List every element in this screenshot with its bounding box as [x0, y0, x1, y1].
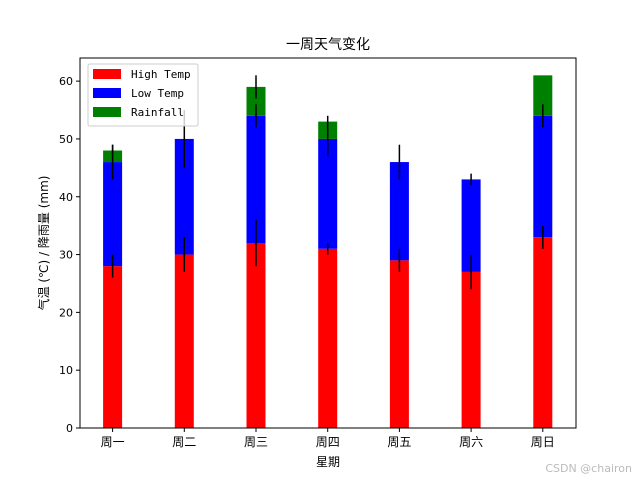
x-tick-label: 周一: [101, 435, 125, 449]
x-axis: 周一 周二 周三 周四 周五 周六 周日: [101, 428, 555, 449]
watermark: CSDN @chairon: [545, 462, 632, 475]
x-tick-label: 周日: [531, 435, 555, 449]
bars-layer: [103, 75, 553, 428]
bar-high-temp-4: [318, 248, 338, 428]
legend-label-low-temp: Low Temp: [131, 87, 184, 100]
bar-low-temp-6: [461, 179, 481, 272]
bar-high-temp-7: [533, 237, 553, 428]
x-tick-label: 周二: [172, 435, 196, 449]
bar-high-temp-2: [174, 254, 194, 428]
bar-low-temp-7: [533, 115, 553, 238]
y-axis-label: 气温 (℃) / 降雨量 (mm): [36, 176, 51, 311]
y-tick-label: 60: [59, 75, 73, 88]
x-tick-label: 周六: [459, 435, 483, 449]
y-tick-label: 30: [59, 249, 73, 262]
x-tick-label: 周四: [316, 435, 340, 449]
bar-high-temp-1: [103, 266, 123, 428]
legend-swatch-high-temp: [93, 69, 121, 79]
y-tick-label: 20: [59, 306, 73, 319]
x-tick-label: 周五: [387, 435, 411, 449]
bar-low-temp-5: [389, 162, 409, 261]
x-tick-label: 周三: [244, 435, 268, 449]
bar-high-temp-3: [246, 243, 266, 428]
bar-low-temp-1: [103, 162, 123, 267]
legend-label-high-temp: High Temp: [131, 68, 191, 81]
y-axis: 0 10 20 30 40 50 60: [59, 75, 80, 435]
chart-title: 一周天气变化: [286, 37, 370, 53]
y-tick-label: 40: [59, 191, 73, 204]
x-axis-label: 星期: [316, 455, 340, 469]
bar-rainfall-7: [533, 75, 553, 116]
legend-label-rainfall: Rainfall: [131, 106, 184, 119]
y-tick-label: 50: [59, 133, 73, 146]
bar-low-temp-4: [318, 138, 338, 249]
legend-swatch-low-temp: [93, 88, 121, 98]
legend-swatch-rainfall: [93, 107, 121, 117]
y-tick-label: 10: [59, 364, 73, 377]
bar-high-temp-6: [461, 271, 481, 428]
bar-high-temp-5: [389, 260, 409, 428]
y-tick-label: 0: [66, 422, 73, 435]
legend: High Temp Low Temp Rainfall: [87, 63, 199, 127]
bar-rainfall-3: [246, 86, 266, 116]
bar-low-temp-3: [246, 115, 266, 243]
bar-low-temp-2: [174, 138, 194, 255]
